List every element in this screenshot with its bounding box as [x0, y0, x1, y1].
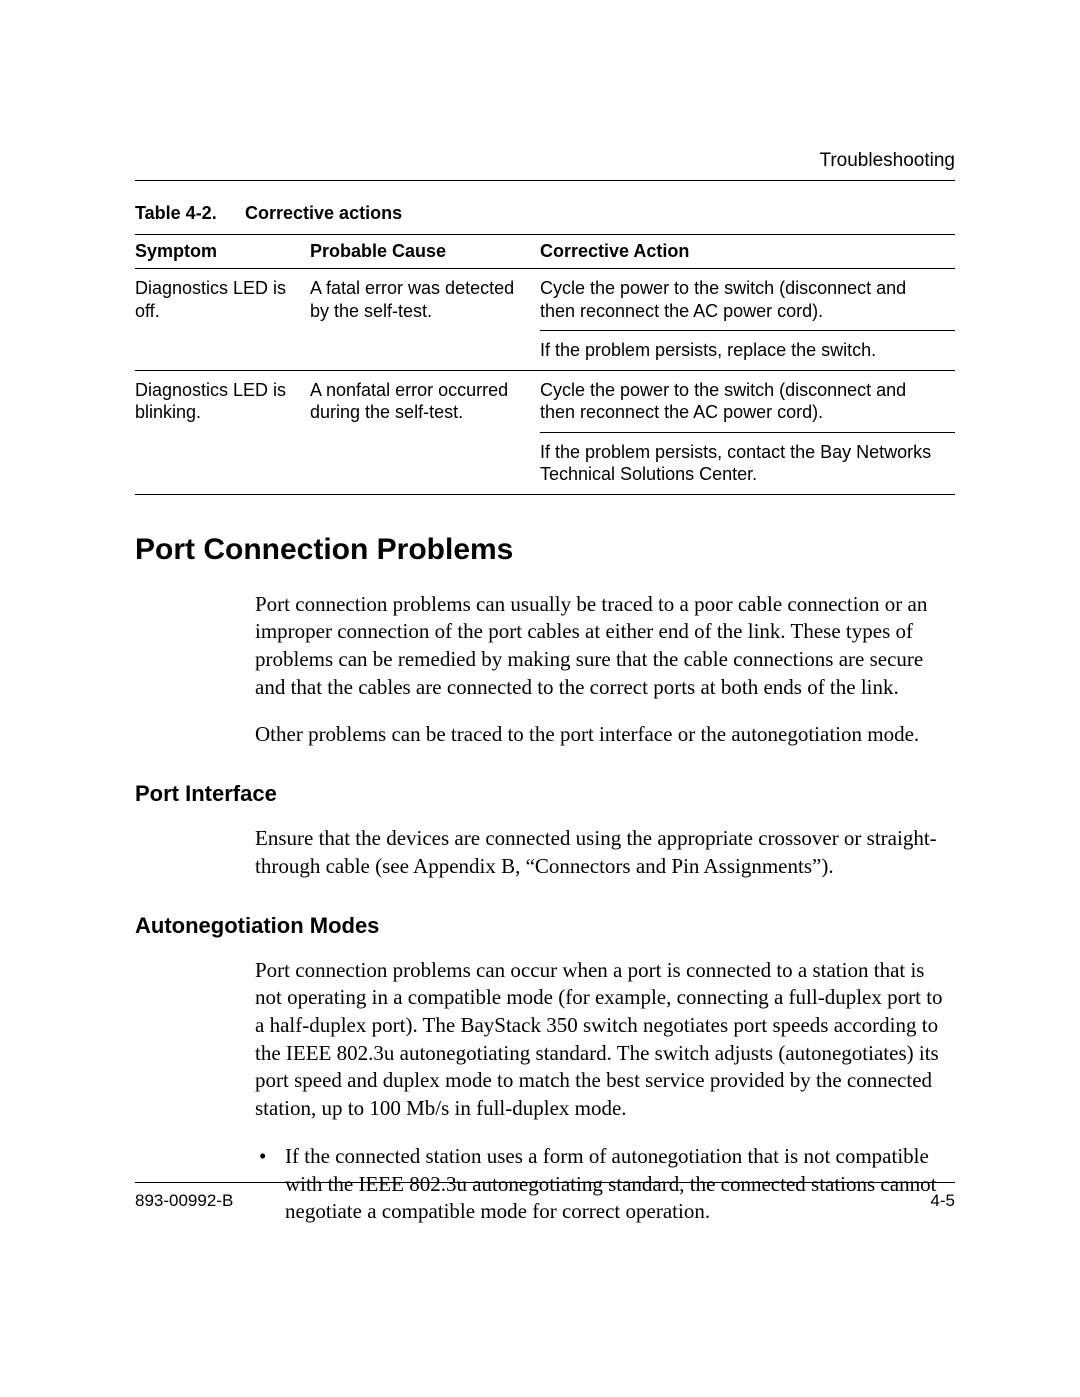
cell-action: If the problem persists, replace the swi…	[540, 331, 955, 371]
paragraph: Port connection problems can usually be …	[255, 591, 955, 702]
table-caption: Table 4-2. Corrective actions	[135, 203, 955, 224]
cell-action: Cycle the power to the switch (disconnec…	[540, 370, 955, 432]
table-row: Diagnostics LED is blinking. A nonfatal …	[135, 370, 955, 432]
col-header-symptom: Symptom	[135, 235, 310, 269]
cell-symptom: Diagnostics LED is off.	[135, 269, 310, 371]
page-body: Troubleshooting Table 4-2. Corrective ac…	[135, 150, 955, 1240]
page-footer: 893-00992-B 4-5	[135, 1182, 955, 1211]
cell-action: Cycle the power to the switch (disconnec…	[540, 269, 955, 331]
footer-rule	[135, 1182, 955, 1183]
cell-action: If the problem persists, contact the Bay…	[540, 432, 955, 494]
corrective-actions-table: Symptom Probable Cause Corrective Action…	[135, 234, 955, 495]
footer-pagenum: 4-5	[930, 1191, 955, 1211]
paragraph: Port connection problems can occur when …	[255, 957, 955, 1123]
section-heading: Port Connection Problems	[135, 533, 955, 567]
table-row: Diagnostics LED is off. A fatal error wa…	[135, 269, 955, 331]
cell-symptom: Diagnostics LED is blinking.	[135, 370, 310, 494]
col-header-cause: Probable Cause	[310, 235, 540, 269]
subsection-heading: Autonegotiation Modes	[135, 913, 955, 939]
col-header-action: Corrective Action	[540, 235, 955, 269]
table-bottom-rule	[135, 494, 955, 495]
body-text: Ensure that the devices are connected us…	[255, 825, 955, 880]
body-text: Port connection problems can usually be …	[255, 591, 955, 750]
body-text: Port connection problems can occur when …	[255, 957, 955, 1123]
footer-docnum: 893-00992-B	[135, 1191, 233, 1211]
cell-cause: A fatal error was detected by the self-t…	[310, 269, 540, 371]
running-head: Troubleshooting	[135, 150, 955, 172]
table-number: Table 4-2.	[135, 203, 240, 224]
header-rule	[135, 180, 955, 181]
paragraph: Other problems can be traced to the port…	[255, 721, 955, 749]
table-title: Corrective actions	[245, 203, 402, 223]
cell-cause: A nonfatal error occurred during the sel…	[310, 370, 540, 494]
paragraph: Ensure that the devices are connected us…	[255, 825, 955, 880]
subsection-heading: Port Interface	[135, 781, 955, 807]
